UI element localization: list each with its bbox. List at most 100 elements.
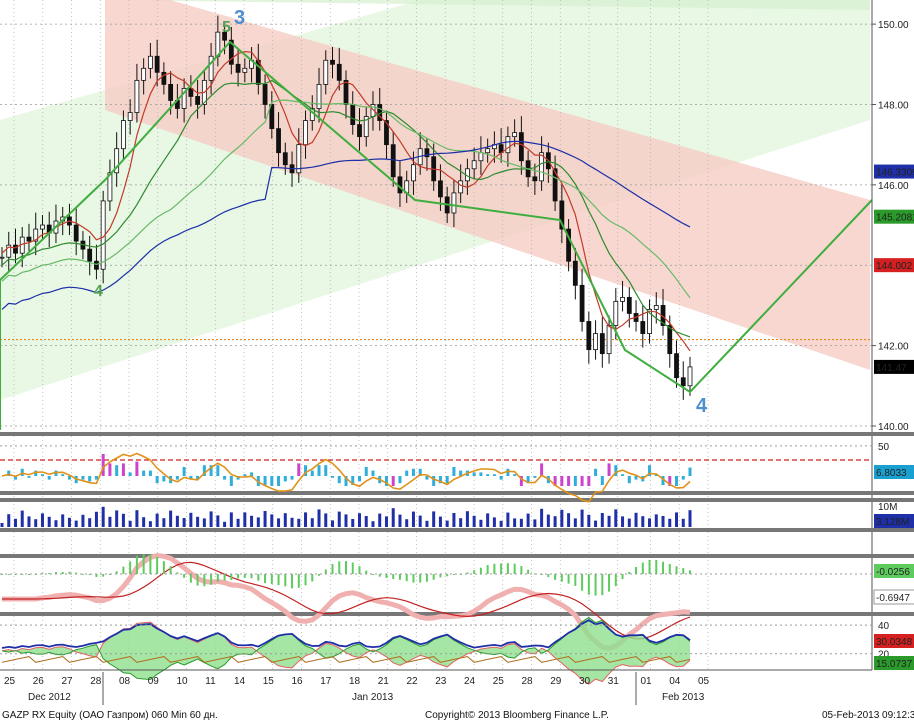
volume-bar — [189, 512, 193, 527]
macd-histogram-bar — [257, 574, 260, 581]
macd-histogram-bar — [479, 567, 482, 574]
adx-line — [1, 619, 691, 649]
volume-bar — [108, 516, 112, 527]
rsi-bar — [371, 470, 375, 476]
rsi-bar — [486, 474, 490, 476]
rsi-bar — [310, 470, 314, 476]
rsi-bar — [162, 476, 166, 482]
macd-histogram-bar — [351, 562, 354, 574]
rsi-bar — [121, 463, 125, 476]
macd-histogram-bar — [338, 561, 341, 574]
macd-histogram-bar — [560, 574, 563, 582]
macd-histogram-bar — [358, 566, 361, 574]
x-month-label: Feb 2013 — [662, 692, 705, 703]
volume-bar — [506, 512, 510, 527]
volume-bar — [277, 518, 281, 527]
volume-bar — [229, 512, 233, 527]
candle-body — [107, 172, 113, 202]
macd-histogram-bar — [277, 574, 280, 586]
candle-body — [242, 67, 248, 73]
volume-bar — [661, 516, 665, 527]
volume-bar — [519, 518, 523, 527]
volume-bar — [573, 518, 577, 527]
macd-histogram-bar — [102, 574, 105, 577]
rsi-bar — [94, 476, 98, 480]
macd-histogram-bar — [27, 574, 30, 575]
candle-body — [566, 228, 571, 262]
candle-body — [269, 104, 275, 129]
rsi-bar — [432, 476, 436, 486]
volume-bar — [331, 520, 335, 527]
price-tick-label: 150.00 — [878, 20, 909, 31]
candle-body — [647, 309, 652, 334]
rsi-bar — [256, 476, 260, 486]
volume-bar — [445, 520, 449, 527]
volume-bar — [378, 513, 382, 527]
macd-histogram-bar — [500, 563, 503, 574]
volume-bar — [472, 515, 476, 527]
macd-histogram-bar — [425, 574, 428, 582]
macd-histogram-bar — [203, 574, 206, 587]
macd-histogram-bar — [108, 574, 111, 575]
volume-bar — [40, 513, 44, 527]
candle-body — [599, 333, 605, 355]
macd-histogram-bar — [345, 561, 347, 574]
rsi-bar — [290, 476, 294, 480]
volume-bar — [13, 518, 17, 527]
rsi-bar — [607, 463, 611, 476]
macd-histogram-bar — [574, 574, 577, 586]
volume-bar — [675, 512, 679, 527]
volume-bar — [425, 520, 429, 527]
moving-average-ma_blue — [1, 140, 691, 310]
rsi-bar — [54, 470, 58, 476]
candle-body — [593, 333, 598, 351]
dmi-tick-label: 20 — [878, 650, 890, 661]
volume-bar — [621, 516, 625, 527]
candle-body — [94, 260, 99, 270]
macd-histogram-bar — [135, 555, 138, 574]
macd-histogram-bar — [466, 572, 469, 574]
rsi-bar — [202, 465, 206, 476]
macd-histogram-bar — [61, 571, 64, 574]
macd-histogram-bar — [412, 574, 415, 583]
volume-bar — [310, 518, 314, 527]
dmi-tag-label: 30.0348 — [876, 637, 913, 648]
volume-bar — [304, 512, 308, 527]
candle-body — [26, 236, 32, 242]
macd-histogram-bar — [533, 573, 536, 575]
candle-body — [141, 67, 147, 81]
rsi-bar — [101, 454, 105, 476]
macd-histogram-bar — [284, 574, 287, 587]
price-tag-box — [874, 359, 914, 374]
macd-histogram-bar — [162, 561, 165, 574]
macd-histogram-bar — [608, 574, 611, 592]
wave-label-5: 5 — [222, 19, 231, 36]
volume-bar — [216, 515, 220, 527]
candle-body — [539, 152, 545, 182]
macd-histogram-bar — [378, 574, 381, 577]
rsi-bar — [189, 476, 193, 480]
x-day-tick-label: 14 — [234, 676, 246, 687]
x-day-tick-label: 28 — [90, 676, 102, 687]
macd-histogram-bar — [655, 559, 658, 574]
rsi-bar — [61, 474, 65, 476]
candle-body — [303, 120, 308, 146]
candle-body — [87, 248, 93, 262]
macd-histogram-bar — [210, 574, 213, 585]
macd-histogram-bar — [486, 565, 489, 574]
candle-body — [518, 132, 524, 162]
rsi-bar — [88, 476, 92, 482]
macd-histogram-bar — [129, 561, 132, 574]
rsi-bar — [317, 465, 321, 476]
macd-histogram-bar — [68, 571, 71, 574]
macd-histogram-bar — [291, 574, 294, 589]
volume-bar — [364, 516, 368, 527]
volume-bar — [202, 518, 206, 527]
macd-histogram-bar — [54, 572, 57, 574]
macd-histogram-bar — [169, 566, 172, 574]
macd-histogram-bar — [88, 574, 91, 575]
volume-bar — [648, 518, 652, 527]
volume-bar — [290, 517, 294, 527]
rsi-bar — [364, 467, 368, 476]
candle-body — [147, 55, 153, 69]
